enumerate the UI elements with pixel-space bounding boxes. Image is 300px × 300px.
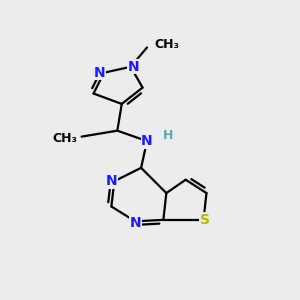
Text: S: S bbox=[200, 213, 210, 227]
Text: N: N bbox=[106, 174, 117, 188]
Text: N: N bbox=[94, 66, 105, 80]
Text: N: N bbox=[129, 216, 141, 230]
Text: H: H bbox=[164, 129, 174, 142]
Text: CH₃: CH₃ bbox=[154, 38, 179, 51]
Text: N: N bbox=[141, 134, 153, 148]
Text: CH₃: CH₃ bbox=[52, 132, 77, 145]
Text: N: N bbox=[128, 60, 140, 74]
